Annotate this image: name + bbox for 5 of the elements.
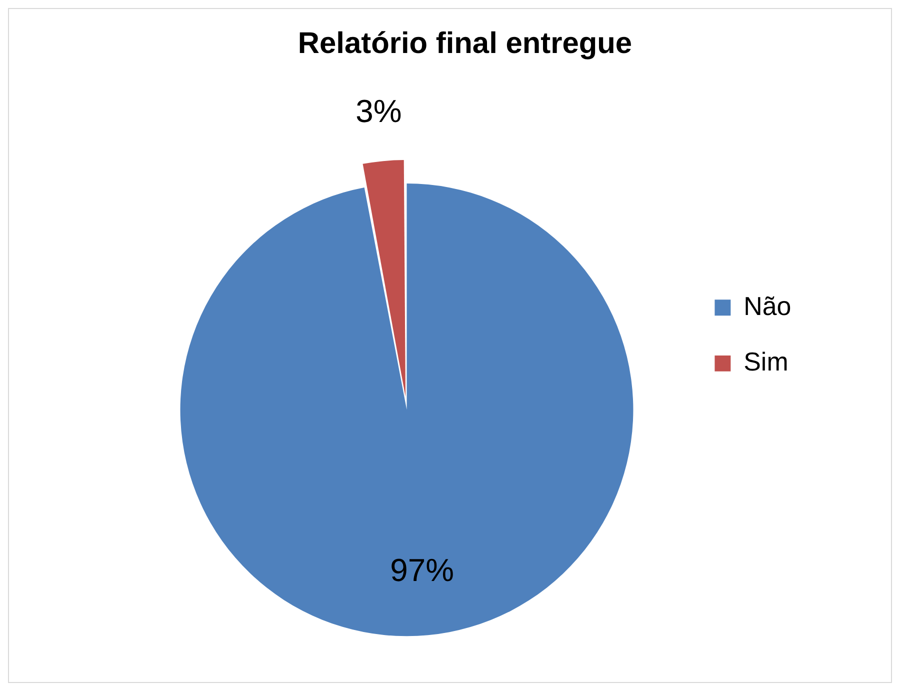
data-label: 97%: [390, 552, 454, 588]
chart-title: Relatório final entregue: [298, 27, 632, 60]
legend-label: Não: [744, 292, 792, 321]
legend-label: Sim: [744, 348, 788, 377]
data-label: 3%: [356, 92, 402, 129]
